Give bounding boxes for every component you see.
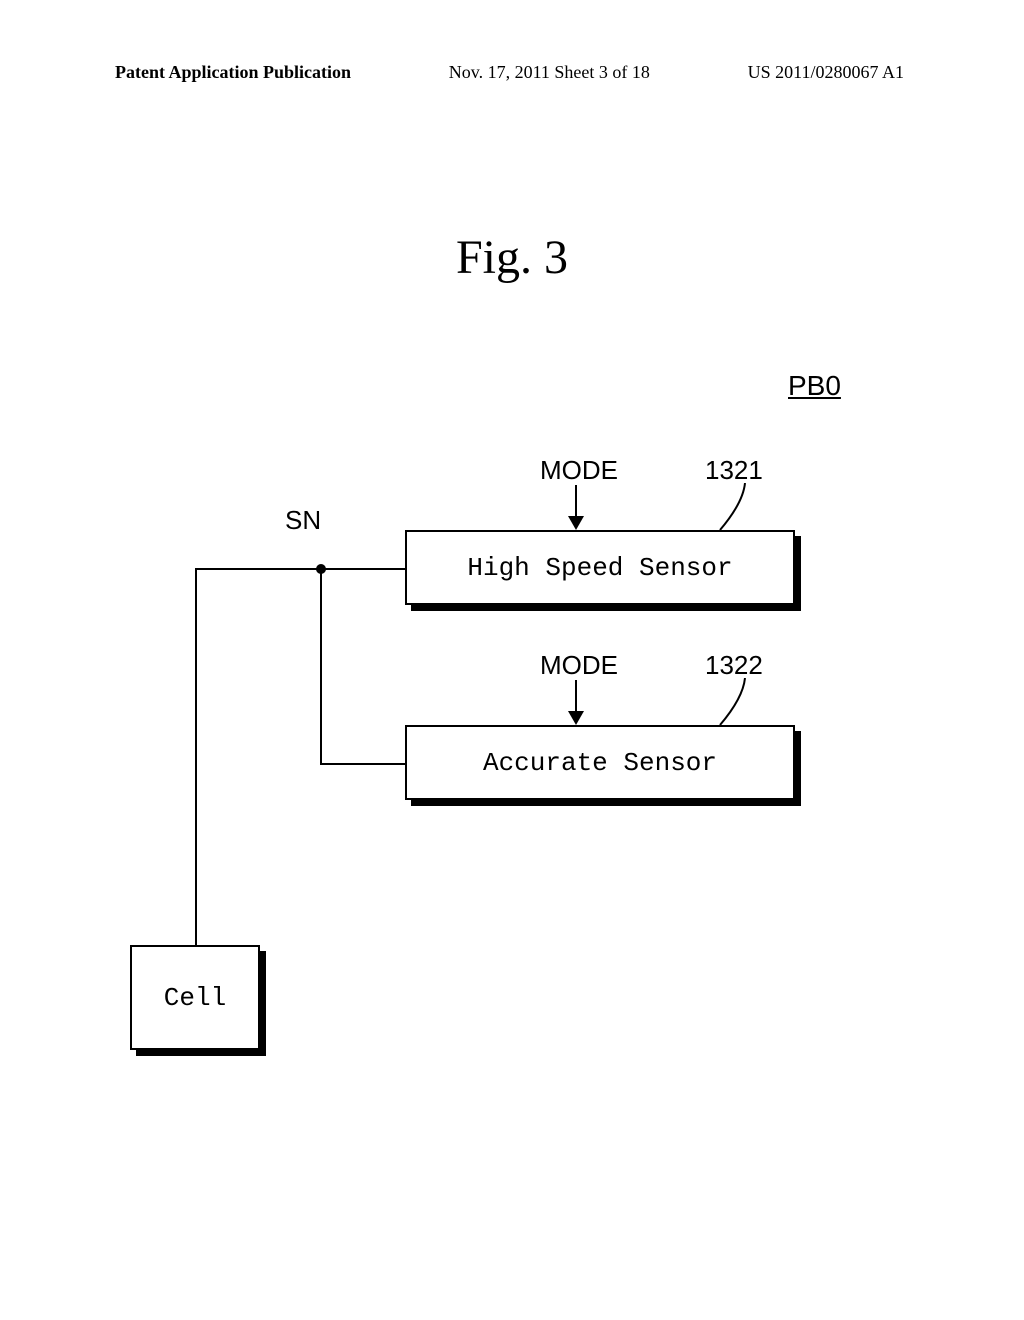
header-right: US 2011/0280067 A1 <box>748 62 904 83</box>
mode1-arrow-shaft <box>575 485 577 518</box>
cell-block-text: Cell <box>164 983 226 1013</box>
sn-node <box>316 564 326 574</box>
sn-label: SN <box>285 505 321 536</box>
pb0-label: PB0 <box>788 370 841 402</box>
ref1-leader <box>695 483 775 535</box>
mode1-arrow-head <box>568 516 584 530</box>
mode-label-2: MODE <box>540 650 618 681</box>
ref2-leader <box>695 678 775 730</box>
page-header: Patent Application Publication Nov. 17, … <box>115 62 904 83</box>
header-mid: Nov. 17, 2011 Sheet 3 of 18 <box>449 62 650 83</box>
ref-label-1322: 1322 <box>705 650 763 681</box>
wire-to-hs <box>195 568 405 570</box>
header-left: Patent Application Publication <box>115 62 351 83</box>
wire-to-acc <box>320 763 405 765</box>
wire-branch-down <box>320 568 322 763</box>
mode-label-1: MODE <box>540 455 618 486</box>
wire-cell-up <box>195 568 197 946</box>
ref-label-1321: 1321 <box>705 455 763 486</box>
mode2-arrow-shaft <box>575 680 577 713</box>
mode2-arrow-head <box>568 711 584 725</box>
accurate-sensor-block: Accurate Sensor <box>405 725 795 800</box>
high-speed-sensor-block: High Speed Sensor <box>405 530 795 605</box>
figure-title: Fig. 3 <box>0 230 1024 285</box>
hs-block-text: High Speed Sensor <box>467 553 732 583</box>
cell-block: Cell <box>130 945 260 1050</box>
acc-block-text: Accurate Sensor <box>483 748 717 778</box>
